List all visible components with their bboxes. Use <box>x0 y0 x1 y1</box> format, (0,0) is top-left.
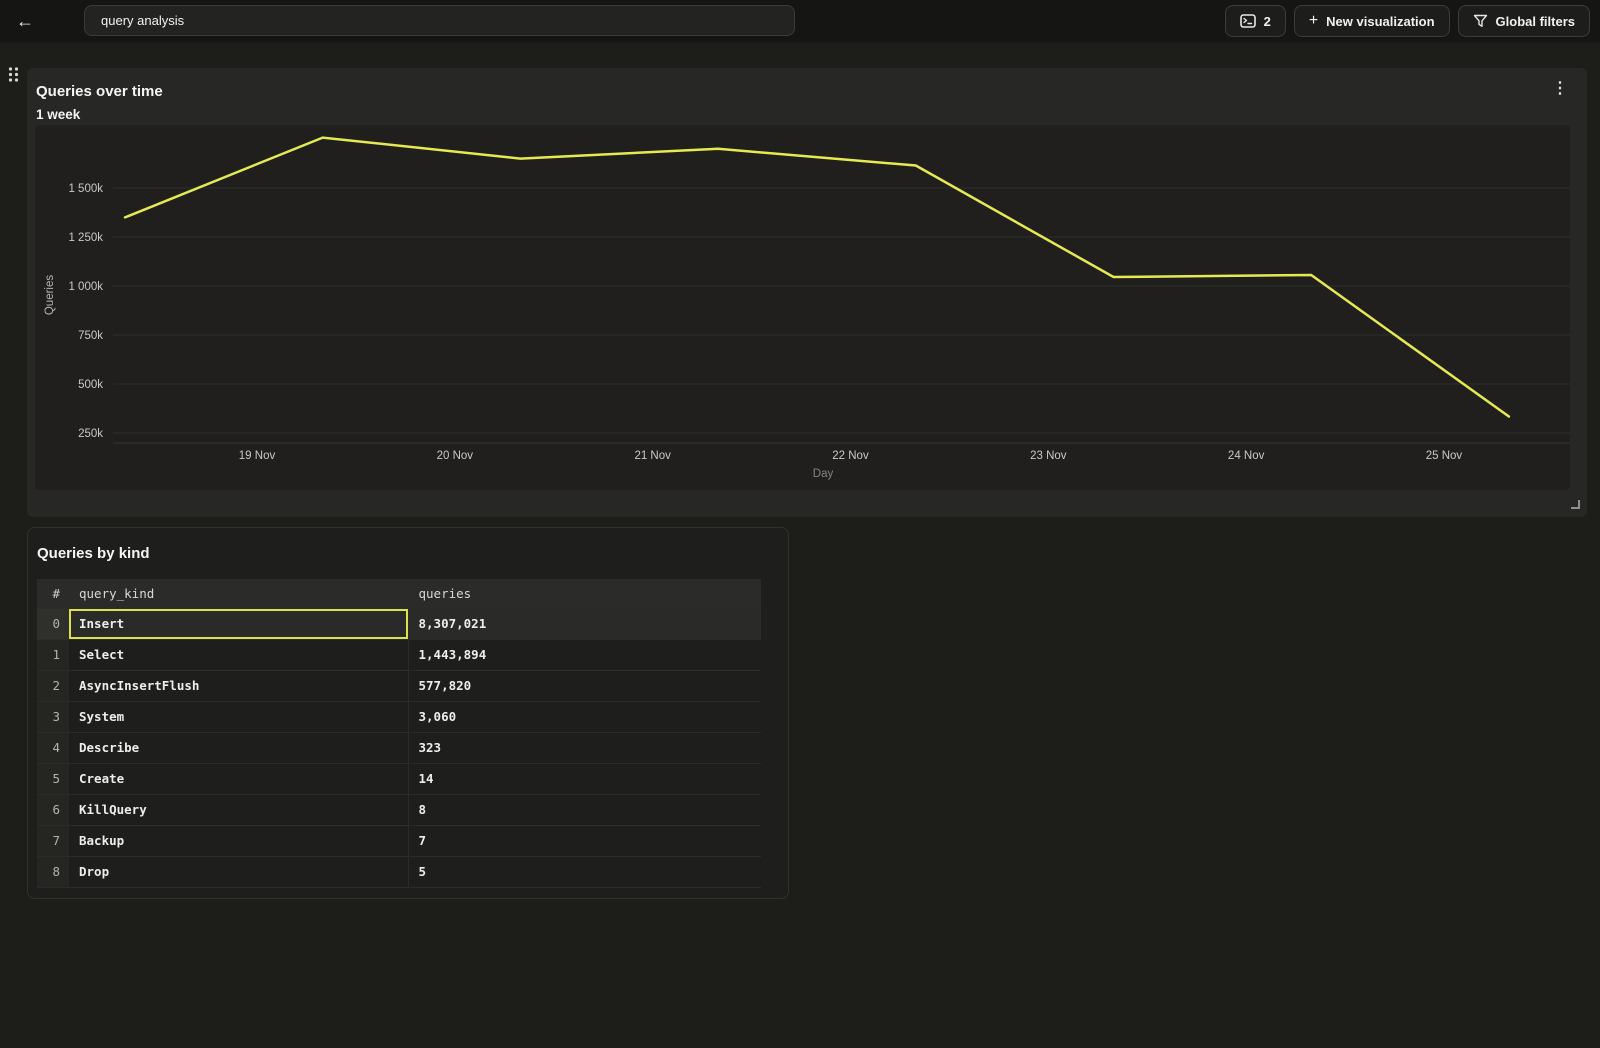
y-tick-label: 750k <box>78 330 103 342</box>
y-axis-title: Queries <box>44 275 56 316</box>
queries-over-time-panel: Queries over time 1 week ⋮ 1 500k 1 250k 1… <box>27 68 1587 517</box>
x-tick-label: 23 Nov <box>1030 450 1067 462</box>
y-tick-label: 1 000k <box>68 281 103 293</box>
filter-funnel-icon <box>1473 14 1487 27</box>
table-header-row: # query_kind queries <box>37 579 761 609</box>
x-tick-label: 25 Nov <box>1426 450 1463 462</box>
queries-by-kind-table: # query_kind queries 0 Insert 8,307,021 … <box>37 579 761 888</box>
queries-value-cell[interactable]: 8,307,021 <box>407 608 761 640</box>
table-row: 1 Select 1,443,894 <box>37 639 761 671</box>
row-index-cell[interactable]: 3 <box>37 701 69 733</box>
chart-menu-button[interactable]: ⋮ <box>1549 76 1571 100</box>
new-visualization-label: New visualization <box>1326 13 1435 29</box>
queries-value-cell[interactable]: 5 <box>407 856 761 888</box>
row-index-cell[interactable]: 0 <box>37 608 69 640</box>
topbar: ← 2 + New visualization Global filters <box>0 0 1600 42</box>
query-kind-cell[interactable]: Insert <box>69 608 408 640</box>
x-tick-label: 21 Nov <box>634 450 671 462</box>
back-arrow-icon: ← <box>16 10 34 31</box>
queries-value-cell[interactable]: 3,060 <box>407 701 761 733</box>
query-kind-cell[interactable]: System <box>69 701 408 733</box>
console-count: 2 <box>1263 13 1271 29</box>
x-tick-label: 22 Nov <box>832 450 869 462</box>
x-tick-label: 20 Nov <box>437 450 474 462</box>
query-kind-cell[interactable]: KillQuery <box>69 794 408 826</box>
x-axis-title: Day <box>813 468 834 480</box>
row-index-cell[interactable]: 6 <box>37 794 69 826</box>
queries-value-cell[interactable]: 323 <box>407 732 761 764</box>
table-row: 3 System 3,060 <box>37 701 761 733</box>
global-filters-label: Global filters <box>1495 13 1575 29</box>
header-queries: queries <box>407 579 761 609</box>
header-query-kind: query_kind <box>69 579 408 609</box>
plus-icon: + <box>1308 11 1319 29</box>
new-visualization-button[interactable]: + New visualization <box>1293 5 1450 37</box>
panel-resize-handle[interactable] <box>1571 500 1580 509</box>
queries-by-kind-panel: Queries by kind # query_kind queries 0 I… <box>27 527 789 899</box>
row-index-cell[interactable]: 4 <box>37 732 69 764</box>
queries-value-cell[interactable]: 14 <box>407 763 761 795</box>
queries-value-cell[interactable]: 8 <box>407 794 761 826</box>
table-row: 2 AsyncInsertFlush 577,820 <box>37 670 761 702</box>
table-row: 8 Drop 5 <box>37 856 761 888</box>
back-button[interactable]: ← <box>8 4 42 38</box>
queries-value-cell[interactable]: 577,820 <box>407 670 761 702</box>
topbar-actions: 2 + New visualization Global filters <box>1224 5 1590 37</box>
chart-plot-area[interactable]: 1 500k 1 250k 1 000k 750k 500k 250k 19 Nov 20 N… <box>35 125 1570 490</box>
table-row: 4 Describe 323 <box>37 732 761 764</box>
row-index-cell[interactable]: 8 <box>37 856 69 888</box>
table-row: 5 Create 14 <box>37 763 761 795</box>
table-title: Queries by kind <box>37 545 150 562</box>
query-kind-cell[interactable]: Drop <box>69 856 408 888</box>
queries-line-series <box>123 136 1511 418</box>
query-kind-cell[interactable]: Backup <box>69 825 408 857</box>
global-filters-button[interactable]: Global filters <box>1457 5 1590 37</box>
row-index-cell[interactable]: 2 <box>37 670 69 702</box>
query-kind-cell[interactable]: Create <box>69 763 408 795</box>
header-index: # <box>37 579 69 609</box>
table-row: 0 Insert 8,307,021 <box>37 608 761 640</box>
dashboard-title-input[interactable] <box>84 5 795 36</box>
panel-drag-handle-icon[interactable] <box>7 66 20 88</box>
y-tick-label: 250k <box>78 428 103 440</box>
chart-title: Queries over time <box>36 83 163 100</box>
y-tick-label: 1 500k <box>68 183 103 195</box>
console-icon <box>1239 14 1256 28</box>
x-tick-label: 24 Nov <box>1228 450 1265 462</box>
row-index-cell[interactable]: 5 <box>37 763 69 795</box>
x-tick-label: 19 Nov <box>239 450 276 462</box>
queries-value-cell[interactable]: 1,443,894 <box>407 639 761 671</box>
row-index-cell[interactable]: 1 <box>37 639 69 671</box>
query-kind-cell[interactable]: Select <box>69 639 408 671</box>
chart-subtitle: 1 week <box>36 107 81 122</box>
query-kind-cell[interactable]: Describe <box>69 732 408 764</box>
query-kind-cell[interactable]: AsyncInsertFlush <box>69 670 408 702</box>
y-tick-label: 1 250k <box>68 232 103 244</box>
y-tick-label: 500k <box>78 379 103 391</box>
table-row: 7 Backup 7 <box>37 825 761 857</box>
sql-console-count-button[interactable]: 2 <box>1224 5 1286 37</box>
queries-value-cell[interactable]: 7 <box>407 825 761 857</box>
row-index-cell[interactable]: 7 <box>37 825 69 857</box>
table-row: 6 KillQuery 8 <box>37 794 761 826</box>
queries-over-time-chart: 1 500k 1 250k 1 000k 750k 500k 250k 19 Nov 20 N… <box>44 136 1570 480</box>
